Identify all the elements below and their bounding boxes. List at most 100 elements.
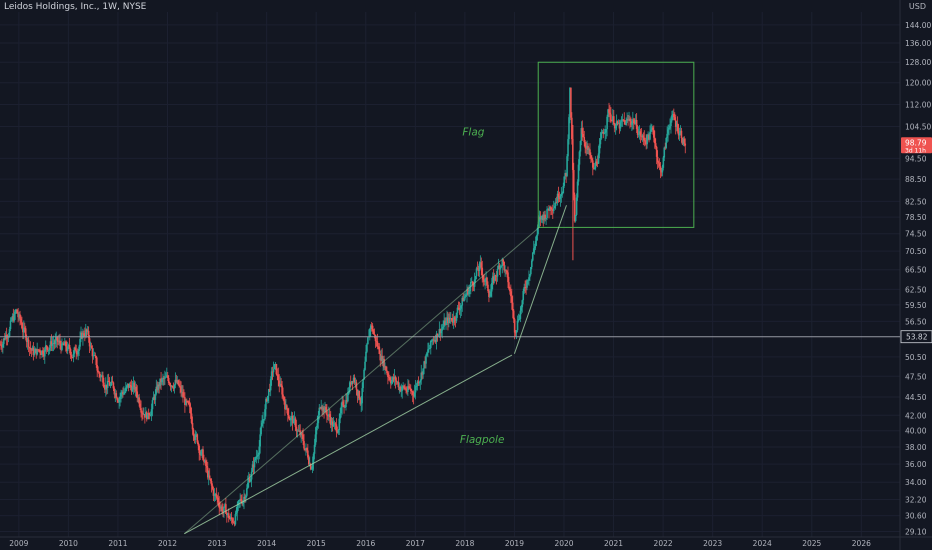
candle-body [354,382,357,384]
y-tick-label: 136.00 [905,39,931,48]
candle-body [464,296,466,299]
candle-body [593,167,596,169]
candle-body [542,215,545,221]
candle-body [44,345,47,350]
candle-body [411,391,414,396]
candle-body [605,129,607,133]
time-axis[interactable]: 2009 2010 2011 2012 2013 2014 2015 2016 2017 2018… [9,539,871,548]
candle-body [86,330,89,333]
candle-body [307,457,310,465]
candle-body [290,415,293,418]
candle-body [121,392,123,394]
candle-body [340,406,342,414]
candle-body [16,309,18,314]
candle-body [282,394,284,397]
candle-body [656,156,659,163]
candle-body [203,459,205,462]
candle-body [234,514,237,525]
candle-body [538,216,541,222]
candle-body [675,123,678,127]
price-axis[interactable]: 144.00 136.00 128.00 120.00 112.00 104.50 94.5… [900,21,932,537]
candle-body [69,348,72,356]
candle-body [276,374,279,376]
candle-body [371,325,374,332]
candle-body [583,137,586,143]
candle-body [202,449,204,460]
candle-body [539,216,542,220]
candle-body [104,387,106,390]
candle-body [552,208,555,212]
candle-body [450,318,452,319]
candle-body [20,318,22,323]
y-tick-label: 29.10 [905,528,927,537]
candle-body [404,388,406,389]
candle-body [285,405,287,410]
candle-body [261,422,263,427]
x-tick-label: 2016 [356,539,375,548]
candle-body [603,133,606,134]
candle-body [71,357,74,359]
candle-body [278,380,281,387]
candle-body [452,317,455,323]
candle-body [139,403,141,409]
candle-body [187,401,190,405]
candle-body [26,339,29,343]
candle-body [244,496,246,499]
candle-body [574,214,577,222]
candle-body [389,377,391,381]
candle-body [580,128,583,141]
candle-body [229,517,232,520]
candle-body [45,345,48,347]
candle-body [663,147,666,158]
candle-body [556,193,559,203]
candle-body [507,272,509,283]
drawing-overlays[interactable] [0,61,900,535]
y-tick-label: 128.00 [905,58,931,67]
candle-body [432,339,435,341]
y-tick-label: 59.50 [905,301,927,310]
candle-body [277,374,280,381]
candle-body [67,345,70,347]
candle-body [271,371,274,373]
candle-body [122,392,124,395]
y-tick-label: 112.00 [905,101,931,110]
candle-body [442,326,444,329]
candle-body [237,501,240,506]
candle-body [46,346,49,351]
candle-body [370,325,373,327]
candle-body [82,333,84,339]
candle-body [112,382,115,389]
candle-body [599,138,602,145]
x-tick-label: 2010 [59,539,78,548]
candle-body [427,349,429,353]
candle-body [190,413,193,423]
candle-body [334,423,337,425]
candle-body [509,288,511,292]
candle-body [142,413,144,415]
candle-body [35,348,38,355]
candle-body [318,407,321,416]
candle-body [568,117,570,140]
candle-body [433,339,436,341]
candle-body [200,451,202,455]
candle-body [246,482,249,489]
candle-body [8,329,11,337]
y-tick-label: 50.50 [905,353,927,362]
candlestick-series[interactable] [0,87,687,527]
candle-body [174,379,177,385]
candle-body [578,151,581,165]
candle-body [40,352,42,355]
flag-rectangle [537,61,695,228]
candle-body [592,167,595,169]
candle-body [609,112,611,115]
candle-body [352,377,355,383]
candle-body [592,160,594,168]
candle-body [397,381,400,388]
candle-body [462,297,464,302]
symbol-title[interactable]: Leidos Holdings, Inc., 1W, NYSE [4,2,147,12]
candle-body [22,328,24,333]
candle-body [210,480,213,486]
candle-body [606,116,608,130]
candle-body [301,433,303,435]
